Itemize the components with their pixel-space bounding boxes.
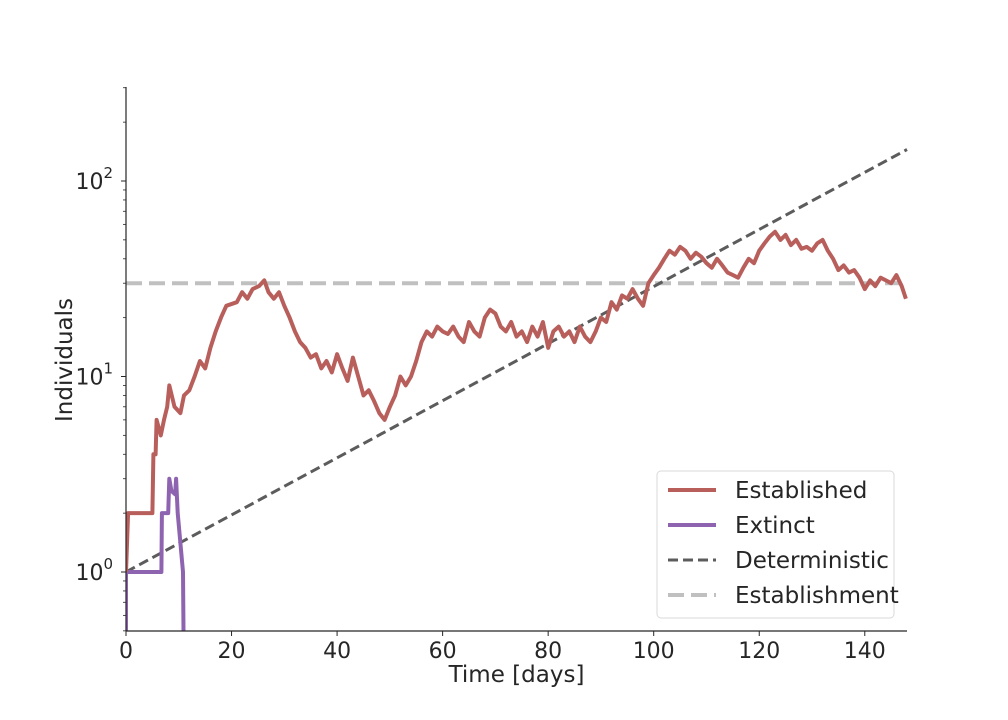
x-tick-label: 100: [633, 639, 675, 664]
series-line-deterministic: [126, 148, 908, 574]
series-line-extinct: [126, 476, 186, 631]
y-tick-base: 10: [75, 561, 103, 586]
x-tick-label: 120: [738, 639, 780, 664]
legend-label-extinct: Extinct: [735, 513, 815, 539]
x-tick-label: 40: [323, 639, 351, 664]
y-axis-label: Individuals: [52, 298, 78, 422]
x-tick-label: 140: [844, 639, 886, 664]
y-tick-base: 10: [75, 170, 103, 195]
x-tick-label: 0: [119, 639, 133, 664]
y-tick-exponent: 2: [103, 164, 113, 182]
series-line-established: [126, 229, 908, 573]
y-tick-base: 10: [75, 366, 103, 391]
legend-label-deterministic: Deterministic: [735, 548, 889, 574]
y-tick-exponent: 1: [103, 360, 113, 378]
legend-label-establishment: Establishment: [735, 583, 899, 609]
x-axis-label: Time [days]: [448, 662, 585, 688]
x-tick-label: 20: [218, 639, 246, 664]
legend-label-established: Established: [735, 478, 867, 504]
y-tick-exponent: 0: [103, 555, 113, 573]
y-tick-label: 102: [75, 164, 113, 195]
x-tick-label: 80: [534, 639, 562, 664]
y-tick-label: 101: [75, 360, 113, 391]
legend-box: [656, 470, 895, 619]
plot-area: [126, 148, 908, 631]
x-ticks: 0 20 40 60 80 100 120 140: [119, 631, 886, 664]
legend: Established Extinct Deterministic Establish…: [656, 470, 899, 619]
x-tick-label: 60: [429, 639, 457, 664]
y-tick-label: 100: [75, 555, 113, 586]
axes: [125, 87, 907, 632]
